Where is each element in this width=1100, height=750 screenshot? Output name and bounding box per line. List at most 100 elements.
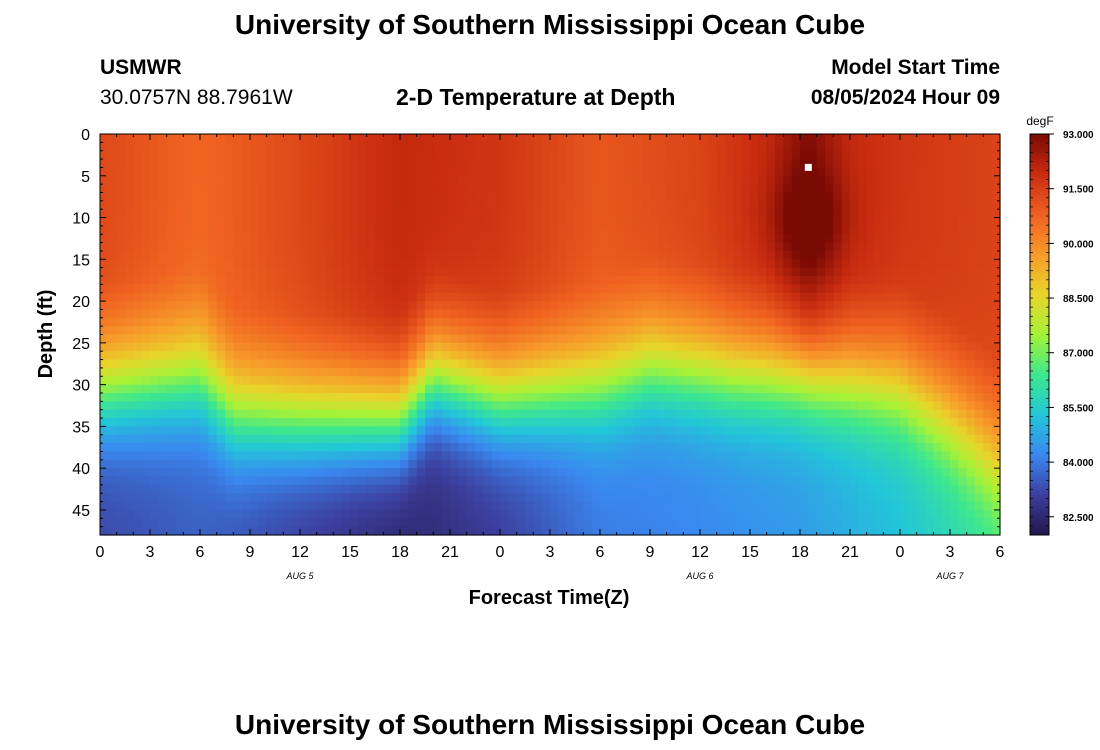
heatmap-cell: [225, 468, 234, 478]
heatmap-cell: [341, 434, 351, 444]
heatmap-cell: [591, 443, 601, 453]
heatmap-cell: [291, 376, 301, 386]
heatmap-cell: [591, 317, 601, 327]
heatmap-cell: [750, 409, 759, 419]
heatmap-cell: [683, 334, 693, 344]
heatmap-cell: [925, 309, 934, 319]
heatmap-cell: [991, 484, 1001, 494]
heatmap-cell: [283, 150, 293, 160]
heatmap-cell: [200, 200, 209, 210]
heatmap-cell: [100, 493, 109, 503]
heatmap-cell: [975, 401, 984, 411]
heatmap-cell: [900, 317, 909, 327]
heatmap-cell: [925, 451, 934, 461]
heatmap-cell: [525, 134, 534, 143]
heatmap-cell: [866, 267, 876, 277]
heatmap-cell: [558, 409, 568, 419]
heatmap-cell: [433, 459, 443, 469]
heatmap-cell: [333, 468, 343, 478]
heatmap-cell: [133, 376, 143, 386]
heatmap-cell: [233, 250, 243, 260]
heatmap-cell: [550, 200, 559, 210]
heatmap-cell: [583, 476, 593, 486]
heatmap-cell: [816, 309, 826, 319]
heatmap-cell: [266, 418, 276, 427]
heatmap-cell: [541, 359, 551, 369]
heatmap-cell: [166, 209, 176, 219]
heatmap-cell: [966, 276, 976, 285]
heatmap-cell: [650, 451, 659, 461]
heatmap-cell: [391, 409, 401, 419]
heatmap-cell: [425, 276, 434, 285]
heatmap-cell: [116, 326, 126, 336]
heatmap-cell: [783, 200, 793, 210]
heatmap-cell: [283, 426, 293, 436]
heatmap-cell: [433, 192, 443, 202]
heatmap-cell: [950, 484, 959, 494]
heatmap-cell: [700, 242, 709, 252]
heatmap-cell: [625, 418, 634, 427]
heatmap-cell: [491, 150, 501, 160]
heatmap-cell: [800, 409, 809, 419]
heatmap-cell: [608, 276, 618, 285]
heatmap-cell: [933, 426, 943, 436]
heatmap-cell: [316, 476, 326, 486]
heatmap-cell: [316, 234, 326, 244]
heatmap-cell: [700, 150, 709, 160]
heatmap-cell: [758, 509, 768, 519]
heatmap-cell: [625, 434, 634, 444]
heatmap-cell: [791, 351, 801, 361]
heatmap-cell: [416, 284, 426, 294]
heatmap-cell: [283, 267, 293, 277]
heatmap-cell: [691, 334, 701, 344]
heatmap-cell: [675, 242, 684, 252]
heatmap-cell: [166, 484, 176, 494]
heatmap-cell: [825, 342, 834, 352]
heatmap-cell: [141, 317, 151, 327]
heatmap-cell: [941, 459, 951, 469]
heatmap-cell: [466, 351, 476, 361]
heatmap-cell: [708, 242, 718, 252]
heatmap-cell: [191, 292, 201, 302]
heatmap-cell: [175, 384, 184, 394]
heatmap-cell: [941, 317, 951, 327]
heatmap-cell: [608, 501, 618, 511]
heatmap-cell: [316, 267, 326, 277]
heatmap-cell: [691, 509, 701, 519]
heatmap-cell: [608, 401, 618, 411]
heatmap-cell: [341, 200, 351, 210]
heatmap-cell: [641, 209, 651, 219]
heatmap-cell: [633, 225, 643, 235]
heatmap-cell: [941, 351, 951, 361]
heatmap-cell: [200, 142, 209, 152]
heatmap-cell: [783, 367, 793, 377]
heatmap-cell: [941, 501, 951, 511]
heatmap-cell: [758, 351, 768, 361]
heatmap-cell: [450, 142, 459, 152]
heatmap-cell: [333, 451, 343, 461]
heatmap-cell: [383, 376, 393, 386]
heatmap-cell: [808, 501, 818, 511]
heatmap-cell: [316, 484, 326, 494]
heatmap-cell: [466, 134, 476, 143]
heatmap-cell: [150, 451, 159, 461]
heatmap-cell: [658, 418, 668, 427]
heatmap-cell: [233, 359, 243, 369]
heatmap-cell: [933, 409, 943, 419]
heatmap-cell: [108, 284, 118, 294]
heatmap-cell: [558, 217, 568, 227]
heatmap-cell: [516, 359, 526, 369]
heatmap-cell: [133, 401, 143, 411]
heatmap-cell: [141, 484, 151, 494]
heatmap-cell: [150, 359, 159, 369]
heatmap-cell: [966, 342, 976, 352]
heatmap-cell: [700, 418, 709, 427]
heatmap-cell: [908, 468, 918, 478]
heatmap-cell: [933, 401, 943, 411]
heatmap-cell: [633, 367, 643, 377]
heatmap-cell: [241, 493, 251, 503]
heatmap-cell: [375, 351, 384, 361]
heatmap-cell: [575, 175, 584, 185]
heatmap-cell: [475, 434, 484, 444]
heatmap-cell: [816, 501, 826, 511]
